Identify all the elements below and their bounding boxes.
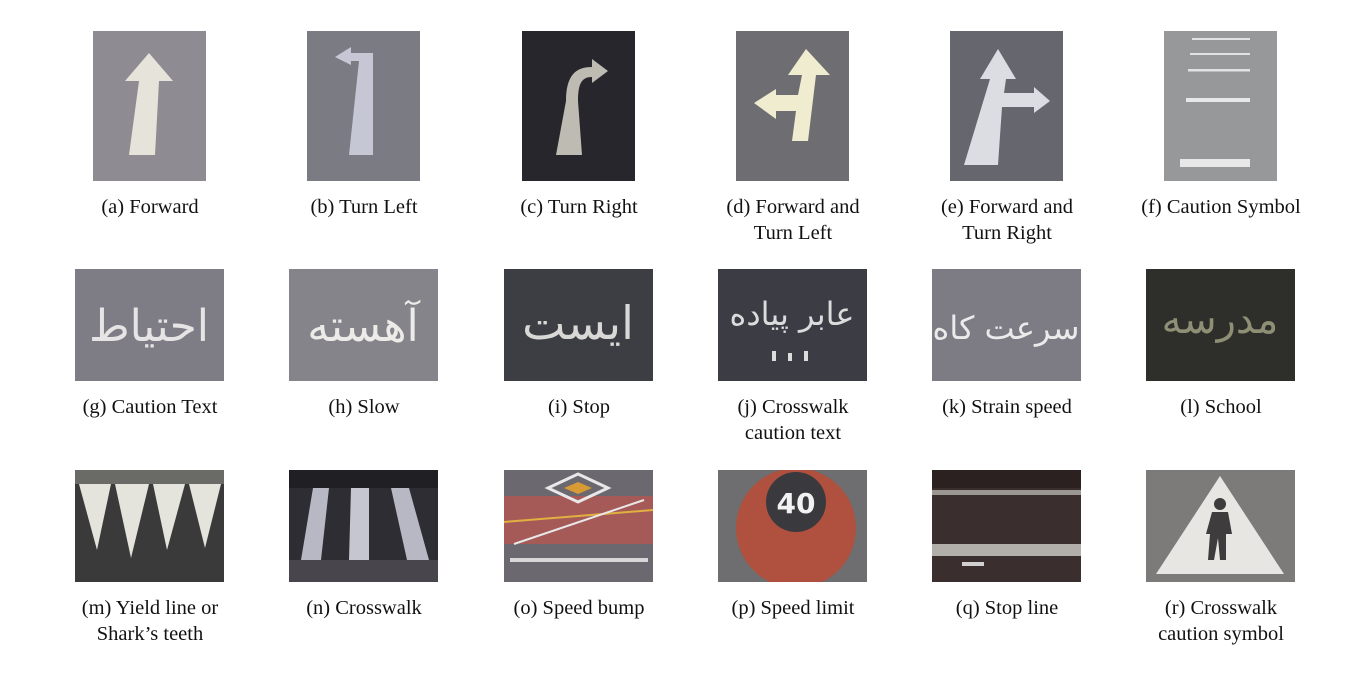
slow-text-image: آهسته [289,269,438,381]
crosswalk-text-image: عابر پیاده [718,269,867,381]
stop-text-image: ایست [504,269,653,381]
caption-line-2: Turn Left [753,222,833,244]
caption: (e) Forward and [940,196,1074,218]
caption: (f) Caution Symbol [1141,196,1301,218]
caption: (g) Caution Text [82,396,218,418]
caution-lines-image [1164,31,1277,181]
caption: (p) Speed limit [731,597,855,619]
svg-text:احتیاط: احتیاط [89,301,209,352]
caption: (r) Crosswalk [1164,597,1278,619]
crosswalk-stripes-image [289,470,438,582]
caption-line-2: caution symbol [1158,623,1284,645]
turn-right-arrow-image [522,31,635,181]
caption-line-2: Turn Right [962,222,1052,244]
caption: (c) Turn Right [520,196,638,218]
caption: (d) Forward and [726,196,860,218]
school-text-image: مدرسه [1146,269,1295,381]
caption-line-2: Shark’s teeth [96,623,204,645]
svg-text:سرعت کاه: سرعت کاه [933,309,1080,347]
svg-text:آهسته: آهسته [307,299,420,352]
turn-left-arrow-image [307,31,420,181]
caption-line-2: caution text [744,422,842,444]
svg-text:مدرسه: مدرسه [1162,297,1279,343]
caption: (j) Crosswalk [737,396,849,418]
svg-text:ایست: ایست [522,296,634,350]
caution-text-image: احتیاط [75,269,224,381]
yield-teeth-image [75,470,224,582]
caption: (q) Stop line [955,597,1059,619]
pedestrian-triangle-image [1146,470,1295,582]
caption: (a) Forward [101,196,199,218]
forward-and-right-arrow-image [950,31,1063,181]
stop-line-image [932,470,1081,582]
caption: (i) Stop [547,396,611,418]
caption: (h) Slow [328,396,400,418]
speed-limit-image: 40 [718,470,867,582]
caption: (l) School [1180,396,1262,418]
forward-arrow-image [93,31,206,181]
speed-bump-image [504,470,653,582]
caption: (k) Strain speed [942,396,1072,418]
caption: (m) Yield line or [81,597,219,619]
caption: (o) Speed bump [513,597,645,619]
caption: (n) Crosswalk [306,597,422,619]
svg-text:40: 40 [777,487,816,520]
caption: (b) Turn Left [310,196,418,218]
speed-bump-text-image: سرعت کاه [932,269,1081,381]
svg-text:عابر پیاده: عابر پیاده [730,295,855,333]
forward-and-left-arrow-image [736,31,849,181]
